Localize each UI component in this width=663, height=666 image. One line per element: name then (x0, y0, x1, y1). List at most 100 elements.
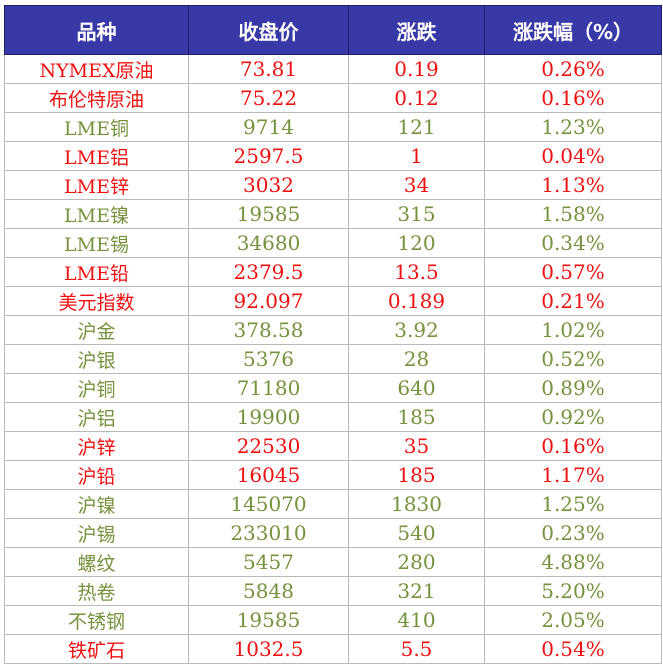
variety-cell: 沪金 (4, 315, 189, 345)
table-row: 铁矿石 1032.5 5.5 0.54% (4, 634, 662, 664)
variety-cell: 螺纹 (4, 547, 189, 577)
change-pct-cell: 0.26% (484, 54, 662, 84)
close-price-cell: 378.58 (188, 315, 349, 345)
change-cell: 28 (348, 344, 485, 374)
close-price-cell: 92.097 (188, 286, 349, 316)
variety-cell: 沪铅 (4, 460, 189, 490)
close-price-cell: 5457 (188, 547, 349, 577)
close-price-cell: 71180 (188, 373, 349, 403)
table-row: 沪铜 71180 640 0.89% (4, 373, 662, 403)
close-price-cell: 145070 (188, 489, 349, 519)
change-pct-cell: 0.34% (484, 228, 662, 258)
change-cell: 185 (348, 402, 485, 432)
change-pct-cell: 1.25% (484, 489, 662, 519)
close-price-cell: 9714 (188, 112, 349, 142)
table-row: 沪铝 19900 185 0.92% (4, 402, 662, 432)
close-price-cell: 73.81 (188, 54, 349, 84)
table-row: 沪锌 22530 35 0.16% (4, 431, 662, 461)
close-price-cell: 19900 (188, 402, 349, 432)
change-pct-cell: 0.52% (484, 344, 662, 374)
change-cell: 321 (348, 576, 485, 606)
commodity-quote-table: 品种 收盘价 涨跌 涨跌幅（%） NYMEX原油 73.81 0.19 0.26% 布伦… (4, 5, 662, 664)
close-price-cell: 1032.5 (188, 634, 349, 664)
header-row: 品种 收盘价 涨跌 涨跌幅（%） (4, 5, 662, 55)
change-cell: 315 (348, 199, 485, 229)
variety-cell: 沪银 (4, 344, 189, 374)
change-cell: 640 (348, 373, 485, 403)
change-cell: 1830 (348, 489, 485, 519)
variety-cell: 沪铜 (4, 373, 189, 403)
change-pct-cell: 0.54% (484, 634, 662, 664)
table-row: LME锌 3032 34 1.13% (4, 170, 662, 200)
table-row: 螺纹 5457 280 4.88% (4, 547, 662, 577)
close-price-cell: 5848 (188, 576, 349, 606)
variety-cell: LME锌 (4, 170, 189, 200)
close-price-cell: 2597.5 (188, 141, 349, 171)
change-cell: 0.12 (348, 83, 485, 113)
variety-cell: 沪锌 (4, 431, 189, 461)
table-row: 热卷 5848 321 5.20% (4, 576, 662, 606)
change-pct-cell: 0.23% (484, 518, 662, 548)
change-cell: 120 (348, 228, 485, 258)
close-price-cell: 2379.5 (188, 257, 349, 287)
variety-cell: 沪锡 (4, 518, 189, 548)
change-pct-cell: 5.20% (484, 576, 662, 606)
close-price-cell: 5376 (188, 344, 349, 374)
change-pct-cell: 0.89% (484, 373, 662, 403)
header-change: 涨跌 (348, 5, 485, 55)
change-pct-cell: 0.92% (484, 402, 662, 432)
table-row: LME镍 19585 315 1.58% (4, 199, 662, 229)
variety-cell: 沪镍 (4, 489, 189, 519)
change-cell: 0.19 (348, 54, 485, 84)
change-cell: 540 (348, 518, 485, 548)
change-cell: 185 (348, 460, 485, 490)
change-cell: 5.5 (348, 634, 485, 664)
close-price-cell: 19585 (188, 605, 349, 635)
close-price-cell: 19585 (188, 199, 349, 229)
change-cell: 0.189 (348, 286, 485, 316)
header-close-price: 收盘价 (188, 5, 349, 55)
table-row: LME铜 9714 121 1.23% (4, 112, 662, 142)
change-pct-cell: 0.57% (484, 257, 662, 287)
header-change-pct: 涨跌幅（%） (484, 5, 662, 55)
table-row: 不锈钢 19585 410 2.05% (4, 605, 662, 635)
change-pct-cell: 1.23% (484, 112, 662, 142)
variety-cell: LME铝 (4, 141, 189, 171)
change-cell: 35 (348, 431, 485, 461)
table-row: LME锡 34680 120 0.34% (4, 228, 662, 258)
close-price-cell: 233010 (188, 518, 349, 548)
table-row: 沪镍 145070 1830 1.25% (4, 489, 662, 519)
variety-cell: NYMEX原油 (4, 54, 189, 84)
change-pct-cell: 0.16% (484, 431, 662, 461)
header-variety: 品种 (4, 5, 189, 55)
change-cell: 121 (348, 112, 485, 142)
change-pct-cell: 0.21% (484, 286, 662, 316)
table-row: LME铝 2597.5 1 0.04% (4, 141, 662, 171)
table-row: 美元指数 92.097 0.189 0.21% (4, 286, 662, 316)
table-row: 沪锡 233010 540 0.23% (4, 518, 662, 548)
variety-cell: LME铅 (4, 257, 189, 287)
change-pct-cell: 1.02% (484, 315, 662, 345)
variety-cell: 铁矿石 (4, 634, 189, 664)
change-cell: 410 (348, 605, 485, 635)
table-header: 品种 收盘价 涨跌 涨跌幅（%） (4, 5, 662, 55)
variety-cell: 布伦特原油 (4, 83, 189, 113)
close-price-cell: 34680 (188, 228, 349, 258)
change-cell: 34 (348, 170, 485, 200)
variety-cell: 美元指数 (4, 286, 189, 316)
variety-cell: LME铜 (4, 112, 189, 142)
table-row: 布伦特原油 75.22 0.12 0.16% (4, 83, 662, 113)
change-cell: 1 (348, 141, 485, 171)
close-price-cell: 16045 (188, 460, 349, 490)
variety-cell: 热卷 (4, 576, 189, 606)
close-price-cell: 22530 (188, 431, 349, 461)
change-pct-cell: 1.13% (484, 170, 662, 200)
variety-cell: 不锈钢 (4, 605, 189, 635)
quote-table-container: 品种 收盘价 涨跌 涨跌幅（%） NYMEX原油 73.81 0.19 0.26% 布伦… (4, 5, 662, 664)
variety-cell: 沪铝 (4, 402, 189, 432)
close-price-cell: 3032 (188, 170, 349, 200)
variety-cell: LME锡 (4, 228, 189, 258)
table-row: 沪银 5376 28 0.52% (4, 344, 662, 374)
table-body: NYMEX原油 73.81 0.19 0.26% 布伦特原油 75.22 0.12 0.16%… (4, 54, 662, 664)
change-cell: 3.92 (348, 315, 485, 345)
